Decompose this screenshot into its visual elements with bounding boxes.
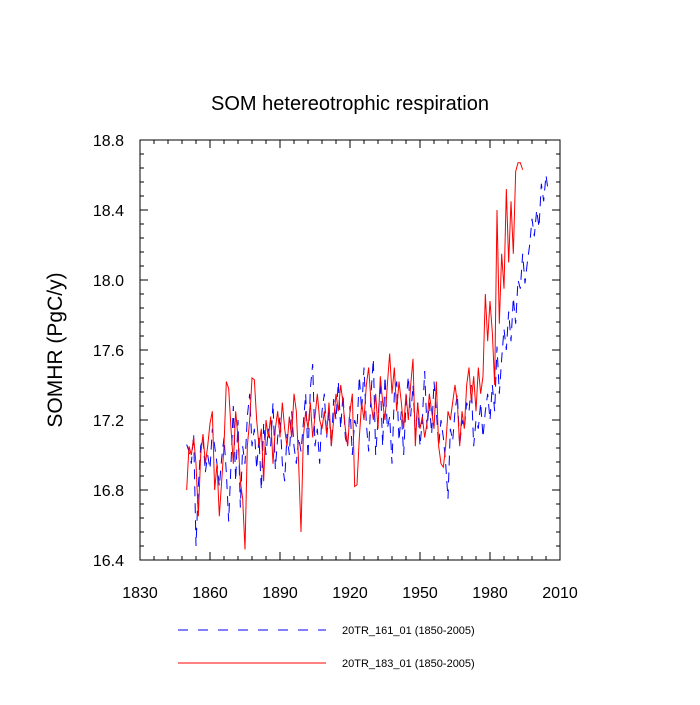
x-tick-label: 1980 [472, 585, 508, 602]
legend-label-2: 20TR_183_01 (1850-2005) [342, 658, 475, 670]
x-tick-label: 1890 [262, 585, 298, 602]
x-tick-label: 1920 [332, 585, 368, 602]
y-tick-label: 16.8 [93, 483, 124, 500]
plot-frame [139, 139, 561, 561]
legend: 20TR_161_01 (1850-2005) 20TR_183_01 (1850… [178, 625, 475, 670]
y-tick-label: 18.4 [93, 203, 124, 220]
y-tick-label: 18.8 [93, 133, 124, 150]
y-tick-label: 17.6 [93, 343, 124, 360]
legend-label-1: 20TR_161_01 (1850-2005) [342, 625, 475, 637]
y-axis-label: SOMHR (PgC/y) [44, 272, 67, 427]
chart-title: SOM hetereotrophic respiration [211, 93, 489, 115]
series-layer [186, 162, 549, 550]
y-axis: 16.4 16.8 17.2 17.6 18.0 18.4 18.8 [93, 133, 560, 570]
x-tick-label: 1950 [402, 585, 438, 602]
y-tick-label: 17.2 [93, 413, 124, 430]
x-tick-label: 1830 [122, 585, 158, 602]
x-tick-label: 2010 [542, 585, 578, 602]
series-line-1 [186, 174, 549, 547]
series-line-2 [186, 162, 524, 550]
y-tick-label: 16.4 [93, 553, 124, 570]
x-axis: 1830 1860 1890 1920 1950 1980 2010 [122, 140, 578, 602]
y-tick-label: 18.0 [93, 273, 124, 290]
x-tick-label: 1860 [192, 585, 228, 602]
